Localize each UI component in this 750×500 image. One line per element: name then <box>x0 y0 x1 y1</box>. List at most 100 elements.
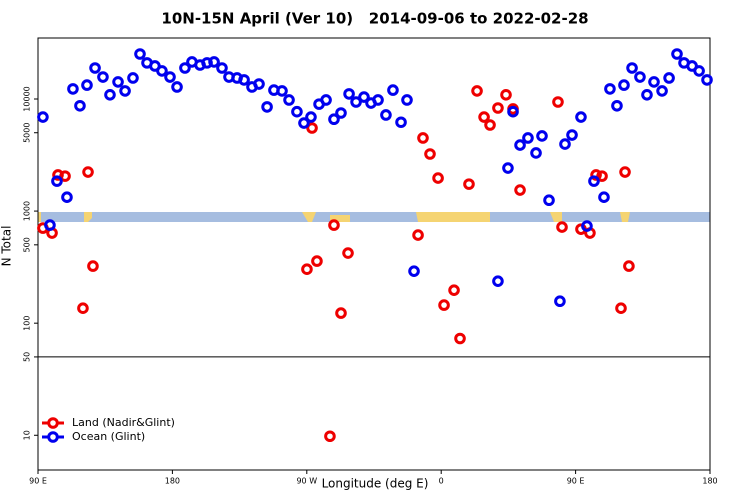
data-point <box>478 111 490 123</box>
data-point <box>566 129 578 141</box>
data-point <box>522 132 534 144</box>
data-point <box>641 88 653 101</box>
data-point <box>97 71 109 83</box>
data-point <box>320 94 332 106</box>
data-point <box>261 101 273 113</box>
data-point <box>412 229 424 241</box>
x-axis-label: Longitude (deg E) <box>322 477 429 491</box>
data-point <box>77 302 89 315</box>
data-point <box>311 255 323 267</box>
data-point <box>484 119 496 131</box>
data-point <box>81 79 93 91</box>
data-point <box>432 172 444 184</box>
chart-title: 10N-15N April (Ver 10) 2014-09-06 to 202… <box>161 10 588 28</box>
data-point <box>395 116 407 129</box>
data-point <box>492 102 504 114</box>
data-point <box>380 109 392 121</box>
data-point <box>463 178 475 190</box>
data-point <box>581 220 593 232</box>
data-point <box>208 56 220 68</box>
y-axis-label: N Total <box>0 226 14 267</box>
data-point <box>626 62 638 74</box>
data-point <box>61 191 73 203</box>
data-point <box>575 111 587 123</box>
data-point <box>104 88 116 101</box>
data-point <box>306 122 318 134</box>
data-point <box>656 85 668 97</box>
data-point <box>671 48 683 60</box>
data-point <box>648 76 660 88</box>
data-point <box>408 265 420 277</box>
data-point <box>328 113 340 126</box>
y-tick-label: 500 <box>23 237 32 252</box>
data-point <box>701 74 713 86</box>
data-point <box>693 65 705 77</box>
data-point <box>89 62 101 74</box>
data-point <box>448 284 460 296</box>
x-tick-label: 180 <box>165 477 180 486</box>
data-point <box>171 81 183 93</box>
data-point <box>590 169 602 181</box>
data-point <box>623 260 635 272</box>
data-point <box>530 147 542 159</box>
map-ocean <box>38 212 710 222</box>
data-point <box>514 139 526 151</box>
data-point <box>596 170 608 182</box>
data-point <box>536 130 548 142</box>
y-tick-label: 50 <box>23 352 32 362</box>
x-tick-label: 90 E <box>567 477 585 486</box>
plot-frame <box>37 37 711 471</box>
data-point <box>119 85 131 97</box>
data-point <box>454 332 466 345</box>
x-tick-label: 90 W <box>296 477 317 486</box>
data-point <box>500 88 512 101</box>
data-point <box>401 94 413 106</box>
data-point <box>615 302 627 315</box>
x-tick-label: 0 <box>439 477 444 486</box>
data-point <box>179 62 191 74</box>
data-point <box>335 107 347 119</box>
data-point <box>619 166 631 178</box>
x-tick-label: 90 E <box>29 477 47 486</box>
data-point <box>283 94 295 106</box>
data-point <box>276 85 288 97</box>
data-point <box>298 117 310 129</box>
data-point <box>598 191 610 203</box>
data-point <box>372 94 384 106</box>
data-point <box>471 85 483 97</box>
data-point <box>342 247 354 259</box>
data-point <box>291 105 303 118</box>
data-point <box>358 91 370 103</box>
data-point <box>438 299 450 311</box>
data-point <box>611 99 623 112</box>
data-point <box>44 219 56 231</box>
data-point <box>37 111 49 123</box>
map-land <box>38 212 630 222</box>
data-point <box>156 65 168 77</box>
legend: Land (Nadir&Glint)Ocean (Glint) <box>42 416 175 443</box>
data-point <box>74 99 86 112</box>
data-point <box>324 430 336 443</box>
data-point <box>492 275 504 287</box>
data-point <box>253 78 265 90</box>
data-point <box>51 175 63 187</box>
data-point <box>216 62 228 74</box>
data-point <box>559 138 571 150</box>
data-point <box>335 307 347 319</box>
data-point <box>556 221 568 233</box>
data-point <box>663 72 675 84</box>
data-point <box>343 88 355 100</box>
data-point <box>328 219 340 231</box>
data-point <box>417 132 429 144</box>
data-point <box>604 83 616 95</box>
y-tick-label: 1000 <box>23 201 32 221</box>
data-point <box>543 194 555 207</box>
data-point <box>350 96 362 108</box>
data-point <box>424 148 436 160</box>
y-tick-label: 100 <box>23 316 32 331</box>
data-point <box>552 96 564 108</box>
legend-marker <box>47 431 59 443</box>
x-tick-label: 180 <box>702 477 717 486</box>
data-point <box>554 295 566 308</box>
